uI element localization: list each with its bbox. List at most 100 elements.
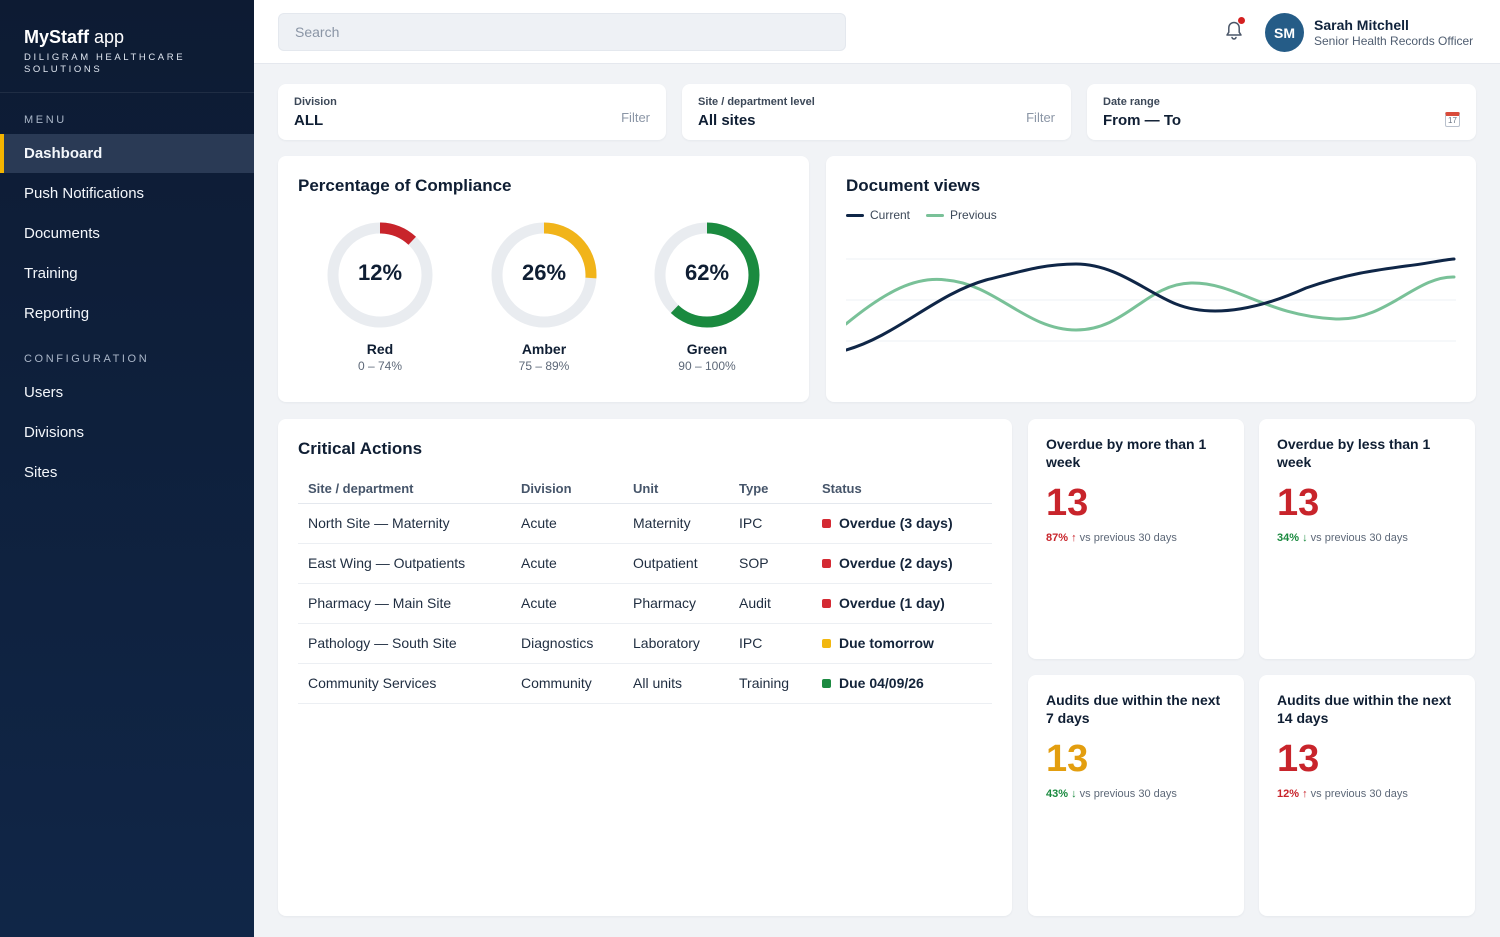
- cell-site: Pathology — South Site: [298, 623, 511, 664]
- status-text: Overdue (2 days): [839, 555, 953, 571]
- series-previous-line: [846, 275, 1456, 332]
- search-input[interactable]: [278, 13, 846, 51]
- division-filter-button[interactable]: Filter: [621, 110, 650, 125]
- cell-type: Training: [729, 663, 812, 704]
- stat-title: Overdue by more than 1 week: [1046, 436, 1207, 470]
- cell-division: Community: [511, 663, 623, 704]
- gauge-amber-value: 26%: [521, 260, 567, 285]
- table-row[interactable]: Pharmacy — Main Site Acute Pharmacy Audi…: [298, 583, 992, 624]
- sidebar-item-dashboard[interactable]: Dashboard: [0, 134, 254, 173]
- stat-overdue-more-than-week[interactable]: Overdue by more than 1 week 13 87% ↑ vs …: [1028, 419, 1244, 659]
- legend-previous-label: Previous: [950, 208, 997, 222]
- user-role: Senior Health Records Officer: [1314, 34, 1474, 48]
- cell-status: Overdue (2 days): [812, 543, 992, 584]
- critical-actions-title: Critical Actions: [298, 439, 423, 458]
- sidebar-item-documents[interactable]: Documents: [24, 225, 100, 242]
- table-row[interactable]: North Site — Maternity Acute Maternity I…: [298, 503, 992, 544]
- cell-unit: Laboratory: [623, 623, 729, 664]
- cell-division: Acute: [511, 503, 623, 544]
- cell-unit: Pharmacy: [623, 583, 729, 624]
- site-filter-button[interactable]: Filter: [1026, 110, 1055, 125]
- table-row[interactable]: Pathology — South Site Diagnostics Labor…: [298, 623, 992, 664]
- document-views-card: Document views Current Previous: [826, 156, 1476, 402]
- sidebar-item-reporting[interactable]: Reporting: [24, 305, 90, 322]
- app-title: MyStaff app: [24, 27, 125, 47]
- cell-type: SOP: [729, 543, 812, 584]
- brand: MyStaff app DILIGRAM HEALTHCARE SOLUTION…: [0, 0, 254, 93]
- gauge-amber: 26% Amber 75 – 89%: [489, 220, 599, 373]
- cell-division: Diagnostics: [511, 623, 623, 664]
- gauge-red-range: 0 – 74%: [357, 359, 403, 373]
- gauge-green-value: 62%: [684, 260, 730, 285]
- legend-previous: Previous: [926, 208, 997, 222]
- gauge-green-arc: [654, 222, 760, 328]
- bell-icon: [1226, 21, 1242, 40]
- gauge-green-range: 90 – 100%: [678, 359, 736, 373]
- table-row[interactable]: Community Services Community All units T…: [298, 663, 992, 704]
- table-header-row: Site / department Division Unit Type Sta…: [298, 475, 992, 504]
- cell-unit: Outpatient: [623, 543, 729, 584]
- stat-value: 13: [1046, 738, 1089, 780]
- gauge-red-value: 12%: [357, 260, 403, 285]
- sidebar-item-users[interactable]: Users: [24, 384, 64, 401]
- stat-value: 13: [1277, 482, 1320, 524]
- col-status[interactable]: Status: [812, 475, 992, 504]
- gauge-amber-arc: [491, 222, 597, 328]
- stat-audits-due-14-days[interactable]: Audits due within the next 14 days 13 12…: [1259, 675, 1475, 916]
- configuration-section-label: CONFIGURATION: [24, 353, 150, 365]
- date-range-label: Date range: [1103, 96, 1160, 108]
- sidebar-item-push-notifications[interactable]: Push Notifications: [24, 185, 145, 202]
- calendar-icon[interactable]: 17: [1445, 112, 1460, 127]
- stat-overdue-less-than-week[interactable]: Overdue by less than 1 week 13 34% ↓ vs …: [1259, 419, 1475, 659]
- legend-current-swatch: [846, 213, 864, 217]
- stat-value: 13: [1046, 482, 1089, 524]
- cell-status: Due 04/09/26: [812, 663, 992, 704]
- stat-change: 43% ↓: [1046, 788, 1077, 800]
- stat-title: Audits due within the next 14 days: [1277, 692, 1452, 726]
- status-text: Due tomorrow: [839, 635, 934, 651]
- division-filter: Division ALL Filter: [278, 84, 666, 140]
- cell-division: Acute: [511, 543, 623, 584]
- sidebar: MyStaff app DILIGRAM HEALTHCARE SOLUTION…: [0, 0, 254, 937]
- sidebar-item-divisions[interactable]: Divisions: [24, 424, 85, 441]
- stat-change: 34% ↓: [1277, 532, 1308, 544]
- date-range-value[interactable]: From — To: [1103, 112, 1182, 129]
- stat-title: Overdue by less than 1 week: [1277, 436, 1431, 470]
- col-type[interactable]: Type: [729, 475, 812, 504]
- gauge-red-arc: [327, 222, 433, 328]
- sidebar-item-training[interactable]: Training: [24, 265, 78, 282]
- document-views-chart: [846, 257, 1456, 352]
- avatar[interactable]: SM: [1265, 13, 1304, 52]
- status-text: Due 04/09/26: [839, 675, 924, 691]
- cell-site: North Site — Maternity: [298, 503, 511, 544]
- gauge-red-ring: [327, 222, 433, 328]
- col-division[interactable]: Division: [511, 475, 623, 504]
- col-site[interactable]: Site / department: [298, 475, 511, 504]
- cell-status: Overdue (1 day): [812, 583, 992, 624]
- gauge-green-ring: [654, 222, 760, 328]
- legend-current-label: Current: [870, 208, 911, 222]
- status-dot: [822, 599, 831, 608]
- date-range-filter: Date range From — To 17: [1087, 84, 1476, 140]
- stat-audits-due-7-days[interactable]: Audits due within the next 7 days 13 43%…: [1028, 675, 1244, 916]
- cell-status: Overdue (3 days): [812, 503, 992, 544]
- critical-actions-table: Site / department Division Unit Type Sta…: [298, 475, 992, 704]
- status-dot: [822, 679, 831, 688]
- config-list: Users Divisions Sites: [0, 373, 254, 492]
- status-dot: [822, 519, 831, 528]
- critical-actions-card: Critical Actions Site / department Divis…: [278, 419, 1012, 916]
- gauge-amber-name: Amber: [521, 341, 567, 357]
- gauge-green: 62% Green 90 – 100%: [652, 220, 762, 373]
- table-row[interactable]: East Wing — Outpatients Acute Outpatient…: [298, 543, 992, 584]
- cell-site: Pharmacy — Main Site: [298, 583, 511, 624]
- notifications-button[interactable]: [1224, 17, 1245, 42]
- app-subtitle: DILIGRAM HEALTHCARE SOLUTIONS: [24, 52, 186, 75]
- document-views-title: Document views: [846, 176, 981, 195]
- compliance-card: Percentage of Compliance 12% Red 0 – 74%…: [278, 156, 809, 402]
- stat-title: Audits due within the next 7 days: [1046, 692, 1221, 726]
- col-unit[interactable]: Unit: [623, 475, 729, 504]
- menu-section-label: MENU: [24, 114, 67, 126]
- cell-site: Community Services: [298, 663, 511, 704]
- sidebar-item-sites[interactable]: Sites: [24, 464, 58, 481]
- status-dot: [822, 559, 831, 568]
